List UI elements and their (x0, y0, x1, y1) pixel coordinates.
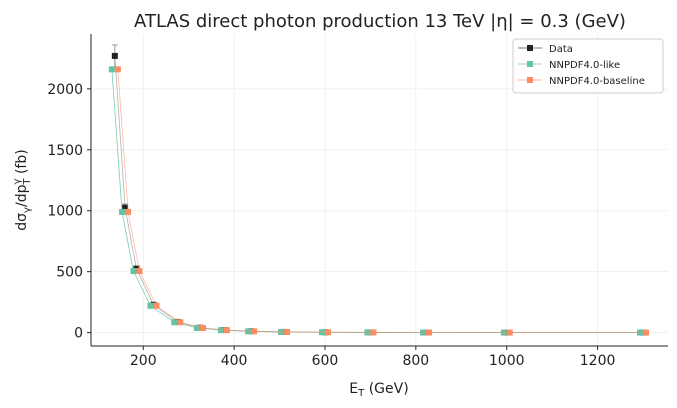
series-line (117, 69, 647, 333)
series-line (111, 69, 641, 333)
x-ticks: 200 400 600 800 1000 1200 (130, 346, 616, 369)
x-tick-label: 200 (130, 353, 157, 369)
data-point (223, 327, 230, 334)
data-point (643, 329, 650, 336)
data-point (125, 208, 132, 215)
data-point (147, 302, 154, 309)
y-tick-label: 2000 (47, 82, 83, 98)
data-point (194, 324, 201, 331)
data-point (251, 328, 258, 335)
data-point (284, 328, 291, 335)
data-point (122, 204, 129, 211)
y-tick-label: 500 (56, 265, 83, 281)
data-point (114, 66, 121, 73)
series (108, 44, 650, 336)
x-tick-label: 400 (221, 353, 248, 369)
legend-marker (527, 61, 533, 67)
data-point (171, 319, 178, 326)
x-tick-label: 1200 (580, 353, 616, 369)
axes (90, 34, 668, 347)
legend-label: NNPDF4.0-baseline (549, 76, 645, 87)
legend-label: NNPDF4.0-like (549, 60, 620, 71)
data-point (136, 268, 143, 275)
x-tick-label: 800 (402, 353, 429, 369)
y-tick-label: 1500 (47, 143, 83, 159)
legend-marker (527, 45, 533, 51)
series-line (114, 55, 644, 333)
legend-marker (527, 77, 533, 83)
data-point (217, 327, 224, 334)
chart-title: ATLAS direct photon production 13 TeV |η… (134, 11, 626, 32)
data-point (370, 329, 377, 336)
data-point (426, 329, 433, 336)
legend-frame (512, 38, 664, 94)
y-tick-label: 1000 (47, 204, 83, 220)
legend-label: Data (549, 44, 573, 55)
y-axis-label: dσγ/dpγT (fb) (12, 149, 33, 230)
y-tick-label: 0 (74, 326, 83, 342)
legend-items: Data NNPDF4.0-like NNPDF4.0-baseline (518, 44, 645, 87)
data-point (177, 319, 184, 326)
data-point (111, 52, 118, 59)
data-point (108, 66, 115, 73)
y-ticks: 0 500 1000 1500 2000 (47, 82, 91, 342)
data-point (119, 208, 126, 215)
x-tick-label: 600 (312, 353, 339, 369)
data-point (153, 302, 160, 309)
x-axis-label: ET (GeV) (349, 381, 408, 399)
data-point (324, 329, 331, 336)
data-point (130, 268, 137, 275)
data-point (200, 324, 207, 331)
x-tick-label: 1000 (489, 353, 525, 369)
legend: Data NNPDF4.0-like NNPDF4.0-baseline (512, 38, 664, 94)
data-point (506, 329, 513, 336)
